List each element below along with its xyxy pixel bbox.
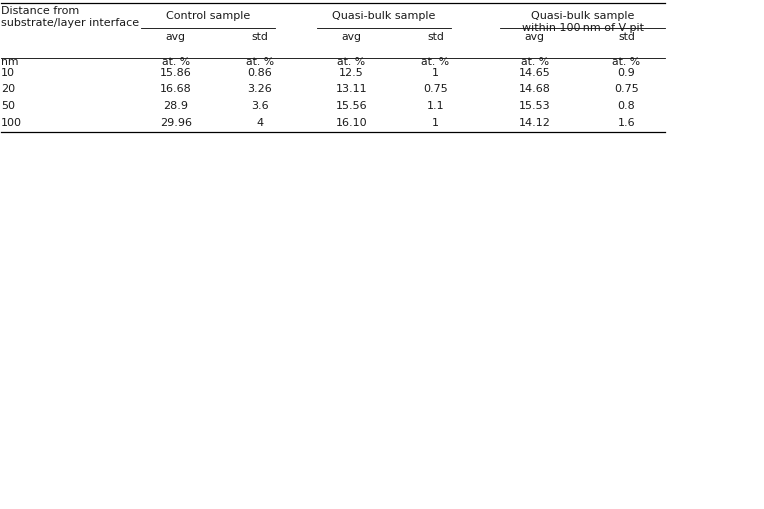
Text: 0.8: 0.8 bbox=[617, 101, 636, 110]
Text: 100: 100 bbox=[1, 117, 21, 127]
Text: 16.10: 16.10 bbox=[335, 117, 367, 127]
Text: 0.86: 0.86 bbox=[248, 68, 272, 78]
Text: 15.53: 15.53 bbox=[519, 101, 551, 110]
Text: at. %: at. % bbox=[246, 57, 274, 67]
Text: 0.9: 0.9 bbox=[617, 68, 636, 78]
Text: 1.6: 1.6 bbox=[617, 117, 636, 127]
Text: 10: 10 bbox=[1, 68, 15, 78]
Text: at. %: at. % bbox=[613, 57, 640, 67]
Text: 28.9: 28.9 bbox=[163, 101, 188, 110]
Text: 1.1: 1.1 bbox=[426, 101, 445, 110]
Text: std: std bbox=[618, 32, 635, 42]
Text: nm: nm bbox=[1, 57, 18, 67]
Text: 29.96: 29.96 bbox=[160, 117, 192, 127]
Text: Control sample: Control sample bbox=[166, 11, 251, 21]
Text: 4: 4 bbox=[256, 117, 264, 127]
Text: 1: 1 bbox=[432, 68, 439, 78]
Text: at. %: at. % bbox=[521, 57, 549, 67]
Text: at. %: at. % bbox=[338, 57, 365, 67]
Text: 3.6: 3.6 bbox=[251, 101, 269, 110]
Text: std: std bbox=[251, 32, 268, 42]
Text: 14.68: 14.68 bbox=[519, 84, 551, 94]
Text: Quasi-bulk sample: Quasi-bulk sample bbox=[332, 11, 435, 21]
Text: 16.68: 16.68 bbox=[160, 84, 192, 94]
Text: Quasi-bulk sample
within 100 nm of V-pit: Quasi-bulk sample within 100 nm of V-pit bbox=[522, 11, 643, 33]
Text: 3.26: 3.26 bbox=[248, 84, 272, 94]
Text: 20: 20 bbox=[1, 84, 15, 94]
Text: Distance from
substrate/layer interface: Distance from substrate/layer interface bbox=[1, 6, 139, 27]
Text: avg: avg bbox=[166, 32, 186, 42]
Text: 12.5: 12.5 bbox=[339, 68, 364, 78]
Text: 14.12: 14.12 bbox=[519, 117, 551, 127]
Text: avg: avg bbox=[525, 32, 545, 42]
Text: 15.86: 15.86 bbox=[160, 68, 192, 78]
Text: 0.75: 0.75 bbox=[423, 84, 448, 94]
Text: avg: avg bbox=[342, 32, 361, 42]
Text: at. %: at. % bbox=[422, 57, 449, 67]
Text: 0.75: 0.75 bbox=[614, 84, 639, 94]
Text: std: std bbox=[427, 32, 444, 42]
Text: at. %: at. % bbox=[162, 57, 189, 67]
Text: 50: 50 bbox=[1, 101, 15, 110]
Text: 15.56: 15.56 bbox=[335, 101, 367, 110]
Text: 1: 1 bbox=[432, 117, 439, 127]
Text: 13.11: 13.11 bbox=[335, 84, 367, 94]
Text: 14.65: 14.65 bbox=[519, 68, 551, 78]
